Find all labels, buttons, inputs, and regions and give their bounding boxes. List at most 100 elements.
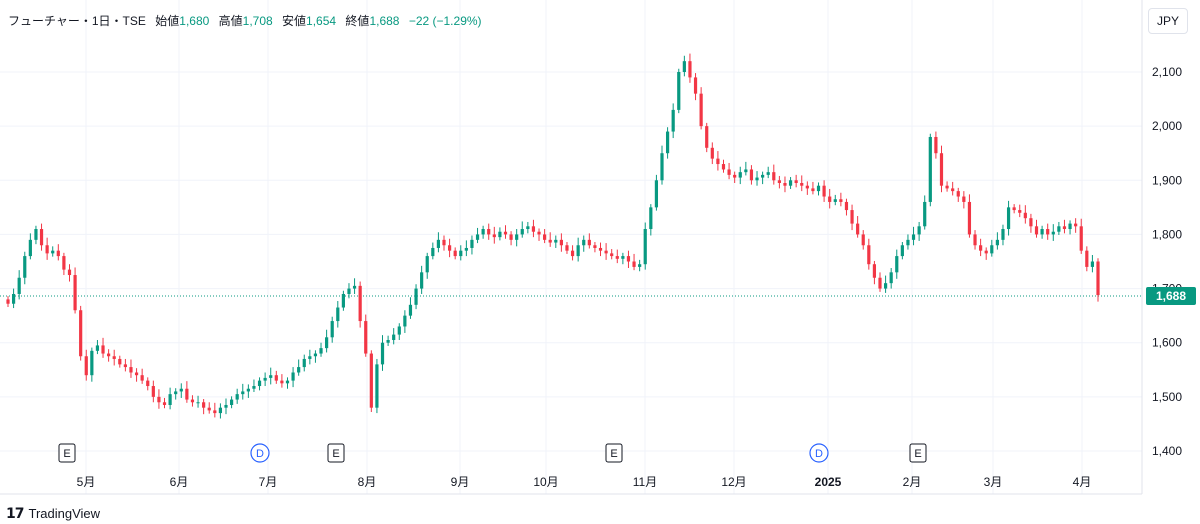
candle-body [162, 402, 167, 405]
time-axis[interactable]: 5月 6月 7月 8月 9月 10月 11月 12月 2025 2月 3月 4月 [77, 475, 1092, 489]
candle-body [822, 185, 826, 197]
candle-body [1006, 207, 1011, 230]
candle-body [34, 229, 38, 240]
earnings-marker[interactable]: E [605, 443, 623, 463]
earnings-marker[interactable]: E [58, 443, 76, 463]
candle-body [459, 250, 463, 257]
candle-body [319, 348, 323, 354]
candle-body [347, 288, 351, 294]
candle-body [218, 407, 223, 414]
candle-body [241, 391, 245, 395]
candle-body [844, 201, 849, 211]
tradingview-brand[interactable]: 𝟭𝟳 TradingView [6, 505, 100, 522]
candle-body [660, 153, 664, 181]
x-tick-label: 4月 [1073, 475, 1092, 489]
x-tick-label: 12月 [721, 475, 746, 489]
y-tick-label: 1,800 [1152, 227, 1182, 241]
candle-body [766, 172, 770, 175]
candle-body [649, 207, 653, 230]
candle-body [403, 315, 407, 327]
earnings-marker[interactable]: E [909, 443, 927, 463]
candle-body [325, 337, 329, 349]
candle-body [1085, 250, 1089, 267]
candle-body [213, 410, 217, 414]
candle-body [828, 196, 832, 202]
x-tick-label: 2月 [903, 475, 922, 489]
candle-body [442, 239, 446, 246]
high-label: 高値 [218, 14, 243, 28]
candle-body [39, 229, 44, 246]
earnings-marker[interactable]: E [327, 443, 345, 463]
candle-body [386, 340, 390, 343]
candle-body [28, 239, 32, 257]
low-value: 1,654 [306, 14, 337, 28]
candle-body [727, 169, 731, 175]
currency-button[interactable]: JPY [1148, 8, 1188, 34]
dividend-marker[interactable]: D [250, 443, 270, 463]
candle-body [962, 196, 966, 202]
candle-body [112, 356, 116, 359]
candle-body [73, 275, 77, 311]
candle-body [917, 226, 921, 235]
candle-body [598, 247, 603, 251]
candle-body [408, 304, 413, 316]
event-marker-label: E [63, 448, 70, 460]
candle-body [62, 256, 66, 270]
candles-layer [6, 53, 1100, 419]
candle-body [207, 407, 211, 411]
x-tick-label: 6月 [170, 475, 189, 489]
candle-body [995, 239, 999, 246]
x-tick-label: 7月 [259, 475, 278, 489]
candle-body [341, 293, 345, 308]
candle-body [593, 245, 597, 248]
candle-body [951, 188, 955, 192]
candle-body [174, 391, 178, 395]
candle-body [911, 234, 916, 240]
candle-body [833, 199, 837, 202]
earnings-marker-box [909, 443, 927, 463]
candle-body [308, 356, 312, 359]
candle-body [839, 199, 843, 202]
candle-body [979, 245, 983, 251]
candle-body [1012, 207, 1016, 211]
candle-body [861, 234, 865, 246]
candle-body [1062, 226, 1067, 230]
open-label: 始値 [155, 14, 180, 28]
candle-body [1034, 226, 1039, 235]
candle-body [263, 377, 267, 381]
x-tick-label: 11月 [633, 475, 657, 489]
candle-body [805, 185, 809, 189]
candle-body [1051, 231, 1055, 235]
y-tick-label: 1,900 [1152, 173, 1182, 187]
candle-body [883, 283, 888, 289]
candle-body [101, 345, 105, 354]
candle-body [783, 182, 787, 186]
candle-body [867, 245, 871, 265]
event-marker-label: E [332, 448, 339, 460]
candle-body [554, 239, 558, 243]
candle-body [643, 229, 647, 265]
candle-body [257, 380, 262, 387]
candle-body [749, 169, 754, 181]
chart-gridlines [0, 0, 1142, 494]
x-tick-label: 10月 [533, 475, 558, 489]
candle-body [537, 231, 541, 235]
candle-body [336, 307, 340, 322]
candle-body [487, 229, 491, 235]
candle-body [1068, 223, 1072, 230]
candle-body [621, 256, 625, 259]
symbol-title[interactable]: フューチャー・1日・TSE [8, 14, 146, 28]
dividend-marker[interactable]: D [809, 443, 829, 463]
candle-body [626, 256, 631, 262]
candle-body [84, 356, 88, 376]
candle-body [615, 256, 619, 259]
candle-body [1029, 218, 1033, 227]
candle-body [816, 185, 821, 192]
y-tick-label: 2,100 [1152, 65, 1182, 79]
candle-body [475, 234, 480, 240]
candle-body [224, 404, 228, 408]
candle-body [1023, 212, 1027, 219]
